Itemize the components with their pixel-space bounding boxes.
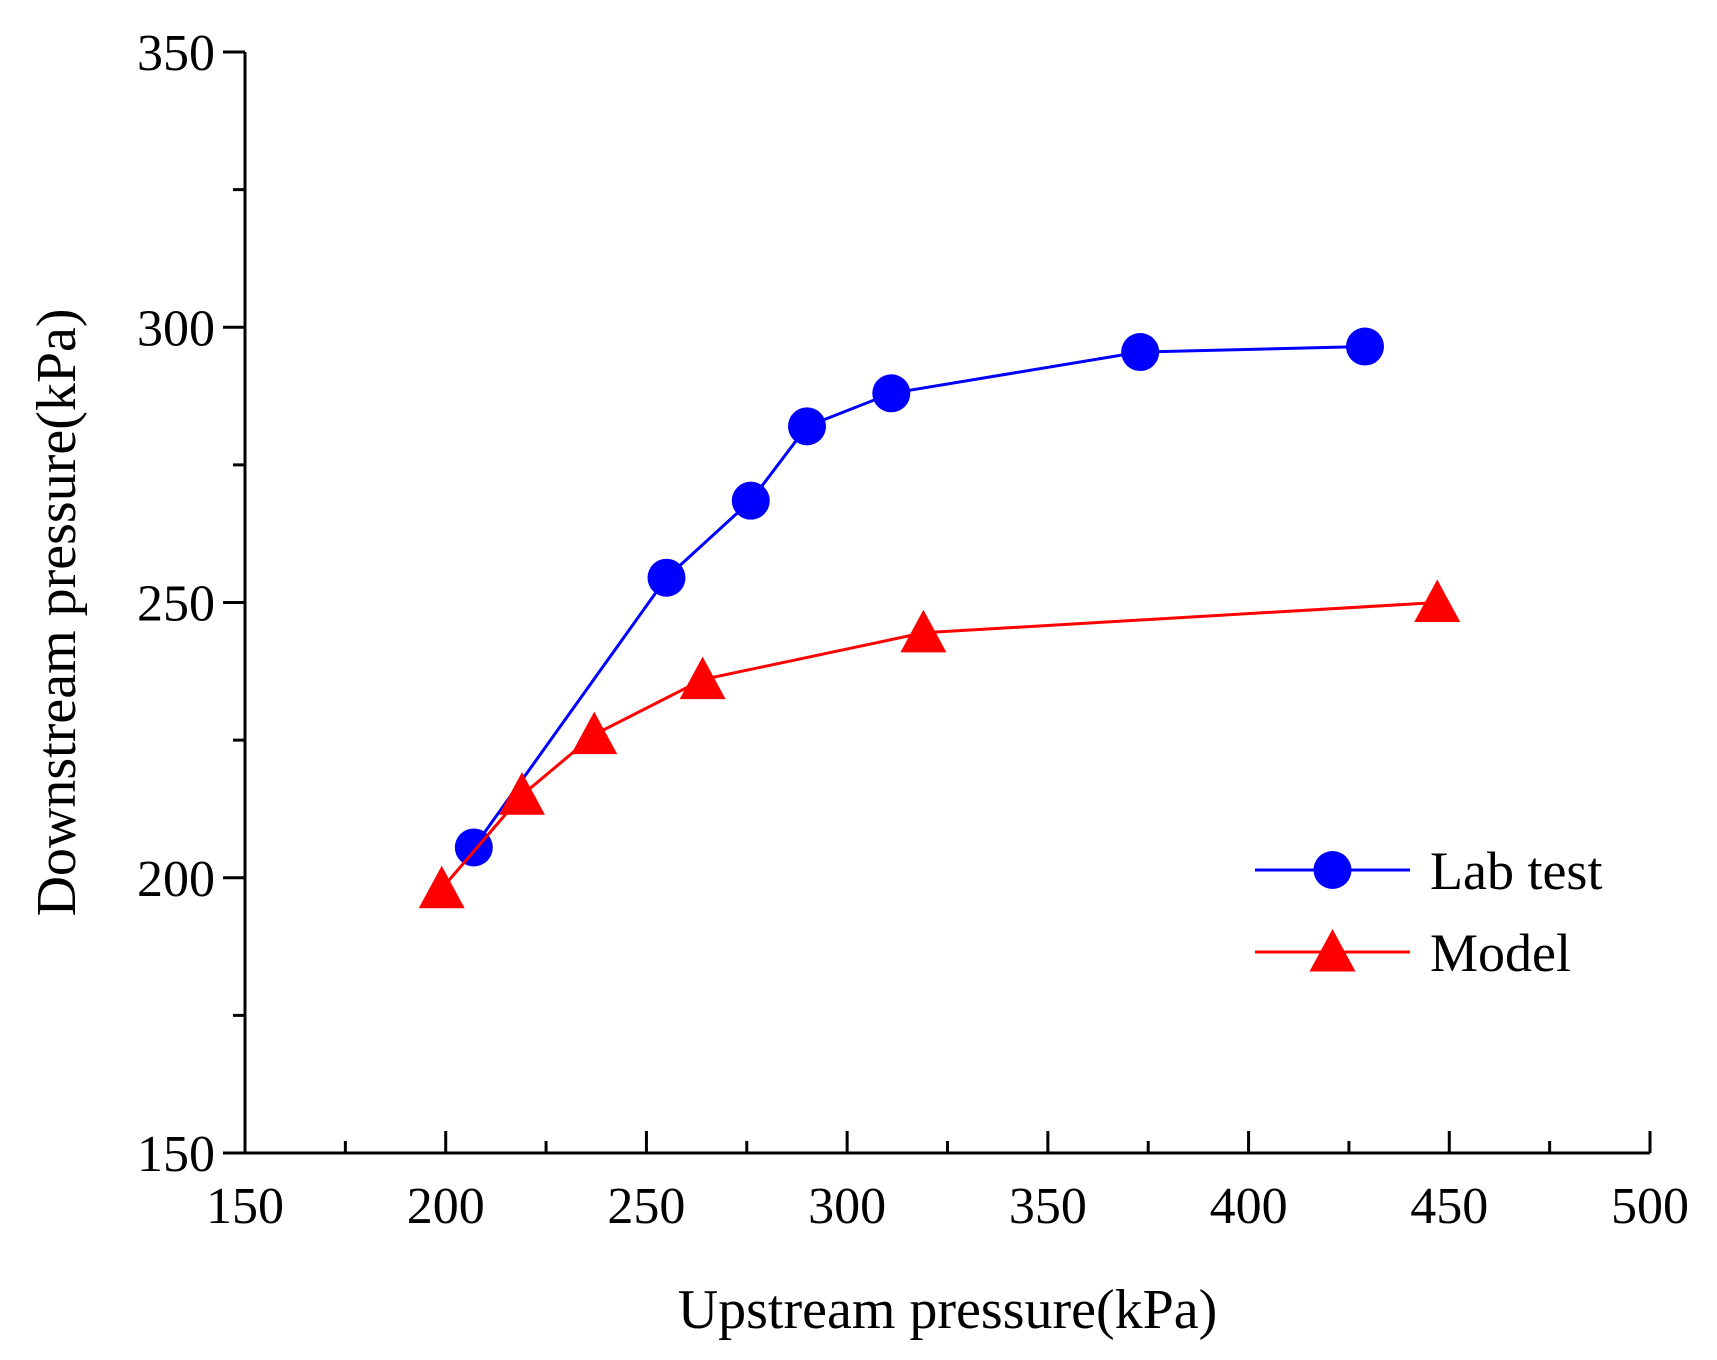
x-tick-label: 500 (1611, 1178, 1689, 1235)
x-tick-label: 150 (206, 1178, 284, 1235)
legend-label: Lab test (1430, 841, 1602, 901)
model-point (1414, 579, 1461, 623)
legend-label: Model (1430, 923, 1571, 983)
legend: Lab test Model (1255, 841, 1602, 983)
lab-test-point (788, 407, 826, 446)
model-point (900, 609, 947, 653)
legend-item-model: Model (1255, 923, 1571, 983)
x-tick-label: 250 (607, 1178, 685, 1235)
model-point (679, 656, 726, 700)
model-point (418, 865, 465, 909)
x-tick-label: 450 (1410, 1178, 1488, 1235)
x-axis-title: Upstream pressure(kPa) (678, 1279, 1218, 1341)
legend-marker (1313, 851, 1352, 889)
lab-test-point (1345, 327, 1384, 366)
y-tick-label: 150 (137, 1126, 215, 1183)
x-tick-label: 350 (1009, 1178, 1087, 1235)
legend-marker (1309, 929, 1356, 972)
model-point (498, 772, 545, 815)
lab-test-point (647, 558, 686, 597)
legend-item-lab-test: Lab test (1255, 841, 1602, 901)
lab-test-point (1121, 333, 1160, 372)
lab-test-point (872, 374, 911, 413)
y-tick-label: 200 (137, 851, 215, 908)
x-tick-label: 200 (407, 1178, 485, 1235)
lab-test-series (454, 327, 1384, 867)
axes: 150 200 250 300 350 400 450 500 150 200 250 300 350 U… (26, 25, 1689, 1341)
y-tick-label: 300 (137, 300, 215, 357)
x-tick-label: 300 (808, 1178, 886, 1235)
x-tick-label: 400 (1210, 1178, 1288, 1235)
y-axis-title: Downstream pressure(kPa) (26, 308, 88, 916)
lab-test-line (472, 345, 1366, 849)
model-series (418, 579, 1461, 909)
series-layer (418, 327, 1461, 909)
y-tick-label: 350 (137, 25, 215, 82)
y-tick-label: 250 (137, 576, 215, 633)
model-point (571, 711, 618, 755)
lab-test-point (731, 481, 770, 520)
